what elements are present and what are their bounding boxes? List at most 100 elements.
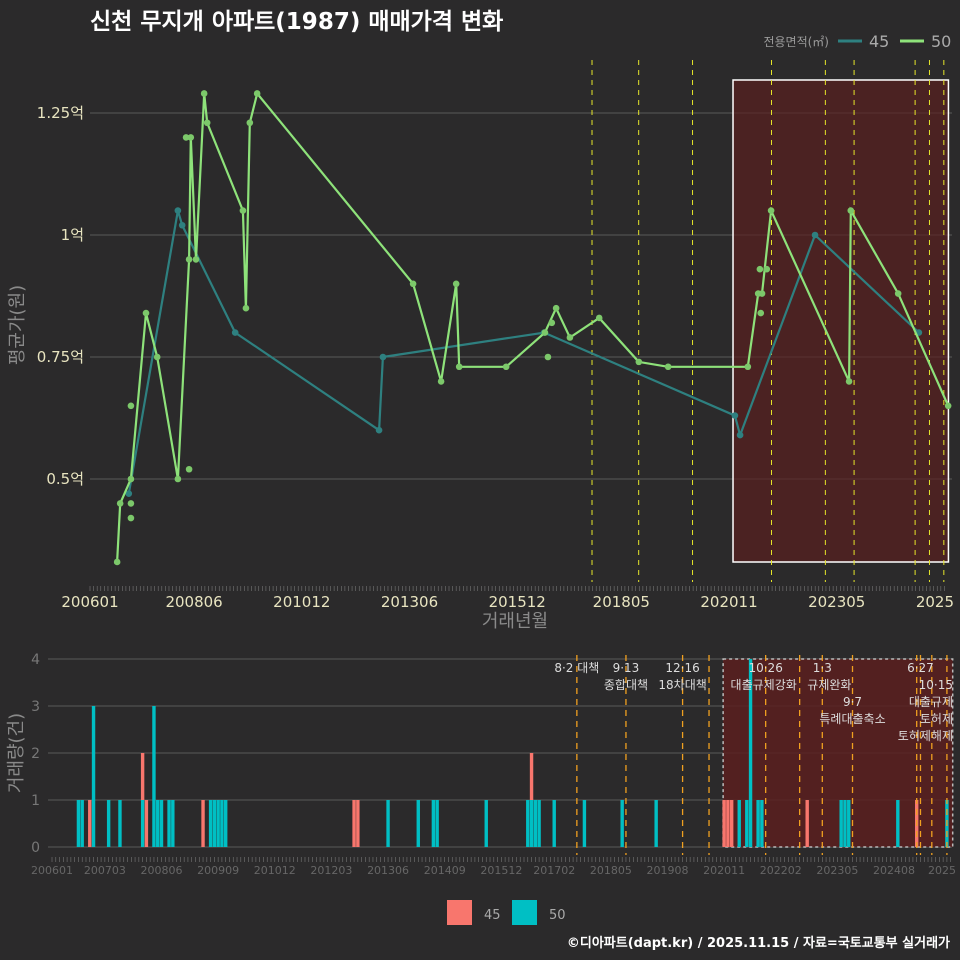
- volume-x-tick-label: 2025: [928, 864, 956, 877]
- price-point-45: [125, 490, 133, 497]
- price-point-50: [409, 280, 417, 288]
- policy-name-label: 대출규제: [909, 695, 953, 709]
- volume-x-tick-label: 200601: [31, 864, 73, 877]
- policy-date-label: 9·13: [613, 661, 640, 675]
- legend-bar-50-swatch: [512, 900, 537, 925]
- volume-x-tick-label: 201512: [480, 864, 522, 877]
- price-point-50: [767, 207, 775, 214]
- price-x-axis-title: 거래년월: [482, 611, 548, 632]
- volume-x-tick-label: 200703: [84, 864, 126, 877]
- volume-bar-50: [212, 800, 217, 847]
- volume-x-tick-label: 201203: [310, 864, 352, 877]
- price-point-45: [736, 431, 744, 439]
- volume-y-tick-label: 0: [31, 840, 40, 856]
- legend-bar-50-label: 50: [549, 908, 566, 923]
- price-point-50: [552, 304, 560, 312]
- price-point-45: [231, 329, 239, 336]
- volume-x-tick-label: 201805: [590, 864, 632, 877]
- price-point-45: [375, 426, 383, 434]
- price-x-tick-label: 202011: [700, 593, 757, 611]
- volume-x-tick-label: 201012: [254, 864, 296, 877]
- price-series: [113, 90, 952, 566]
- price-x-tick-label: 201012: [273, 593, 330, 611]
- volume-bar-50: [431, 800, 436, 847]
- price-point-50: [437, 378, 445, 385]
- policy-name-label: 8·2 대책: [554, 660, 599, 675]
- policy-date-label: 6·27: [907, 661, 934, 675]
- volume-bar-50: [80, 800, 84, 847]
- volume-bar-50: [533, 800, 538, 847]
- volume-bar-50: [745, 800, 749, 847]
- policy-name-label: 토허제: [920, 712, 953, 726]
- volume-bar-50: [118, 800, 122, 847]
- price-x-tick-label: 201805: [593, 593, 650, 611]
- volume-legend: 45 50: [447, 900, 566, 925]
- volume-bar-50: [416, 800, 420, 847]
- price-point-50: [127, 514, 135, 522]
- price-point-50: [203, 119, 211, 127]
- price-point-50: [757, 309, 765, 317]
- volume-bar-50: [654, 800, 658, 847]
- price-point-50: [548, 319, 556, 327]
- price-x-tick-label: 202305: [808, 593, 865, 611]
- policy-name-label: 대출규제강화: [731, 678, 797, 692]
- price-point-50: [116, 500, 124, 507]
- volume-bar-50: [76, 800, 81, 847]
- volume-bar-50: [171, 800, 175, 847]
- price-point-50: [452, 280, 460, 288]
- price-point-50: [544, 353, 552, 361]
- price-x-tick-label: 200601: [61, 593, 118, 611]
- price-point-50: [253, 90, 261, 97]
- policy-name-label: 18차대책: [658, 677, 706, 692]
- price-legend: 전용면적(㎡) 45 50: [763, 32, 951, 51]
- price-point-50: [758, 290, 766, 297]
- policy-date-label: 10·26: [748, 661, 782, 675]
- price-point-50: [502, 363, 510, 371]
- volume-bar-45: [729, 800, 734, 847]
- volume-bar-50: [847, 800, 851, 847]
- price-gridlines: 1.25억 1억 0.75억 0.5억: [37, 104, 952, 488]
- volume-bar-45: [726, 800, 730, 847]
- volume-bar-50: [896, 800, 900, 847]
- volume-y-axis-title: 거래량(건): [6, 713, 27, 793]
- volume-bar-45: [352, 800, 356, 847]
- legend-bar-45-swatch: [447, 900, 472, 925]
- volume-x-tick-label: 202305: [816, 864, 858, 877]
- volume-y-tick-label: 4: [31, 652, 40, 668]
- price-point-50: [744, 363, 752, 371]
- policy-date-label: 10·15: [919, 678, 953, 692]
- price-point-50: [894, 290, 902, 297]
- volume-x-axis: 200601 200703 200806 200909 201012 201203 2013…: [31, 857, 956, 877]
- policy-name-label: 종합대책: [604, 677, 648, 692]
- policy-name-label: 토허제해제: [898, 729, 953, 743]
- volume-policy-lines: 8·2 대책 9·13 종합대책 12·16 18차대책 10·26 대출규제강화 1·3 규제…: [554, 655, 953, 855]
- price-policy-lines: [591, 60, 945, 582]
- price-point-50: [756, 265, 764, 273]
- price-point-45: [811, 231, 819, 239]
- volume-bar-50: [159, 800, 164, 847]
- price-point-50: [763, 265, 771, 273]
- volume-bar-50: [526, 800, 530, 847]
- policy-name-label: 특례대출축소: [819, 712, 885, 726]
- price-x-tick-label: 2025: [916, 593, 954, 611]
- volume-bar-45: [356, 800, 360, 847]
- volume-bar-50: [220, 800, 224, 847]
- price-point-50: [664, 363, 672, 371]
- price-point-50: [142, 309, 150, 317]
- volume-bar-50: [839, 800, 843, 847]
- price-point-50: [242, 304, 250, 312]
- price-point-50: [127, 475, 135, 483]
- price-point-50: [541, 329, 549, 336]
- volume-bars: [76, 659, 949, 847]
- legend-title: 전용면적(㎡): [763, 35, 829, 49]
- price-point-50: [200, 90, 208, 97]
- price-point-50: [847, 207, 855, 214]
- volume-bar-50: [435, 800, 439, 847]
- price-x-tick-label: 200806: [165, 593, 222, 611]
- volume-bar-45: [140, 753, 145, 800]
- volume-bar-45: [201, 800, 205, 847]
- chart-title: 신천 무지개 아파트(1987) 매매가격 변화: [90, 9, 503, 35]
- price-point-50: [246, 119, 254, 127]
- price-point-50: [566, 334, 574, 341]
